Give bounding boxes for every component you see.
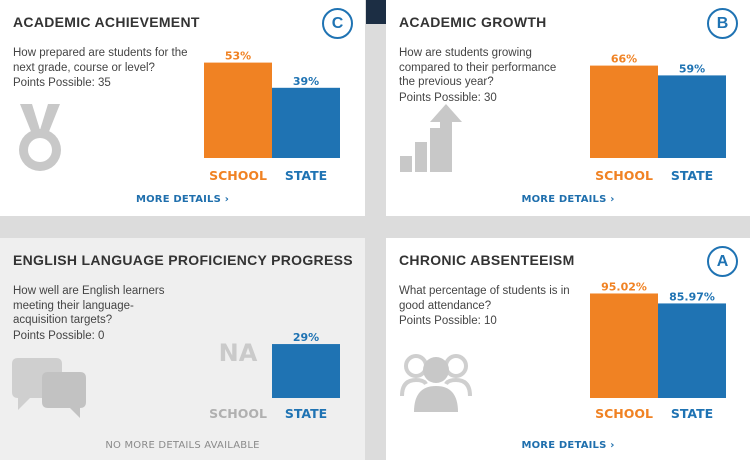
value-label-state: 39% [293,75,319,88]
points-possible: Points Possible: 30 [399,91,497,104]
grade-badge: A [707,246,738,277]
card-title: CHRONIC ABSENTEEISM [399,252,575,268]
points-possible: Points Possible: 35 [13,77,111,89]
bar-state [658,303,726,398]
value-label-school: 95.02% [601,280,647,293]
points-possible: Points Possible: 10 [399,315,497,327]
card-title: ENGLISH LANGUAGE PROFICIENCY PROGRESS [13,252,353,268]
bar-state [272,344,340,398]
card-english-language-proficiency: ENGLISH LANGUAGE PROFICIENCY PROGRESS Ho… [0,238,365,460]
chevron-right-icon: › [610,440,615,451]
card-question: What percentage of students is in good a… [399,284,574,329]
bar-state [658,75,726,158]
card-title: ACADEMIC GROWTH [399,14,547,30]
card-academic-achievement: ACADEMIC ACHIEVEMENT C How prepared are … [0,0,365,216]
more-details-label[interactable]: MORE DETAILS [135,194,222,205]
value-label-state: 85.97% [669,290,715,303]
more-details-link[interactable]: MORE DETAILS › [386,194,750,205]
people-icon [400,354,472,412]
more-details-link[interactable]: MORE DETAILS › [386,440,750,451]
grade-badge: C [322,8,353,39]
category-label-state: STATE [671,406,713,421]
chevron-right-icon: › [610,194,615,205]
bar-state [272,87,340,158]
question-text: How prepared are students for the next g… [13,47,188,74]
bar-chart: NA SCHOOL 29% STATE [209,331,340,421]
value-label-school: 53% [225,50,251,63]
category-label-school: SCHOOL [209,406,267,421]
header-bar-fragment [366,0,386,24]
question-text: What percentage of students is in good a… [399,285,570,312]
question-text: How are students growing compared to the… [399,47,557,88]
category-label-school: SCHOOL [595,168,653,183]
no-details-label: NO MORE DETAILS AVAILABLE [105,440,260,451]
card-academic-growth: ACADEMIC GROWTH B How are students growi… [386,0,750,216]
value-label-school: 66% [611,53,637,66]
chevron-right-icon: › [224,194,230,205]
card-question: How well are English learners meeting th… [13,284,188,343]
card-question: How are students growing compared to the… [399,46,574,105]
bar-school [590,65,658,158]
category-label-school: SCHOOL [209,168,267,183]
points-possible: Points Possible: 0 [13,329,105,342]
more-details-label[interactable]: MORE DETAILS [521,440,607,451]
category-label-school: SCHOOL [595,406,653,421]
category-label-state: STATE [671,168,713,183]
more-details-link[interactable]: MORE DETAILS › [0,194,365,205]
question-text: How well are English learners meeting th… [13,285,165,326]
medal-icon [19,104,61,171]
card-chronic-absenteeism: CHRONIC ABSENTEEISM A What percentage of… [386,238,750,460]
bar-school [204,62,272,158]
speech-bubbles-icon [12,358,86,418]
category-label-state: STATE [285,168,327,183]
bar-school [590,293,658,398]
growth-arrow-icon [400,104,462,172]
category-label-state: STATE [285,406,327,421]
value-label-state: 29% [293,331,319,344]
grade-badge: B [707,8,738,39]
card-question: How prepared are students for the next g… [13,46,188,91]
value-label-state: 59% [679,62,705,75]
na-label: NA [219,339,258,367]
card-title: ACADEMIC ACHIEVEMENT [13,14,200,30]
more-details-label[interactable]: MORE DETAILS [521,194,607,205]
